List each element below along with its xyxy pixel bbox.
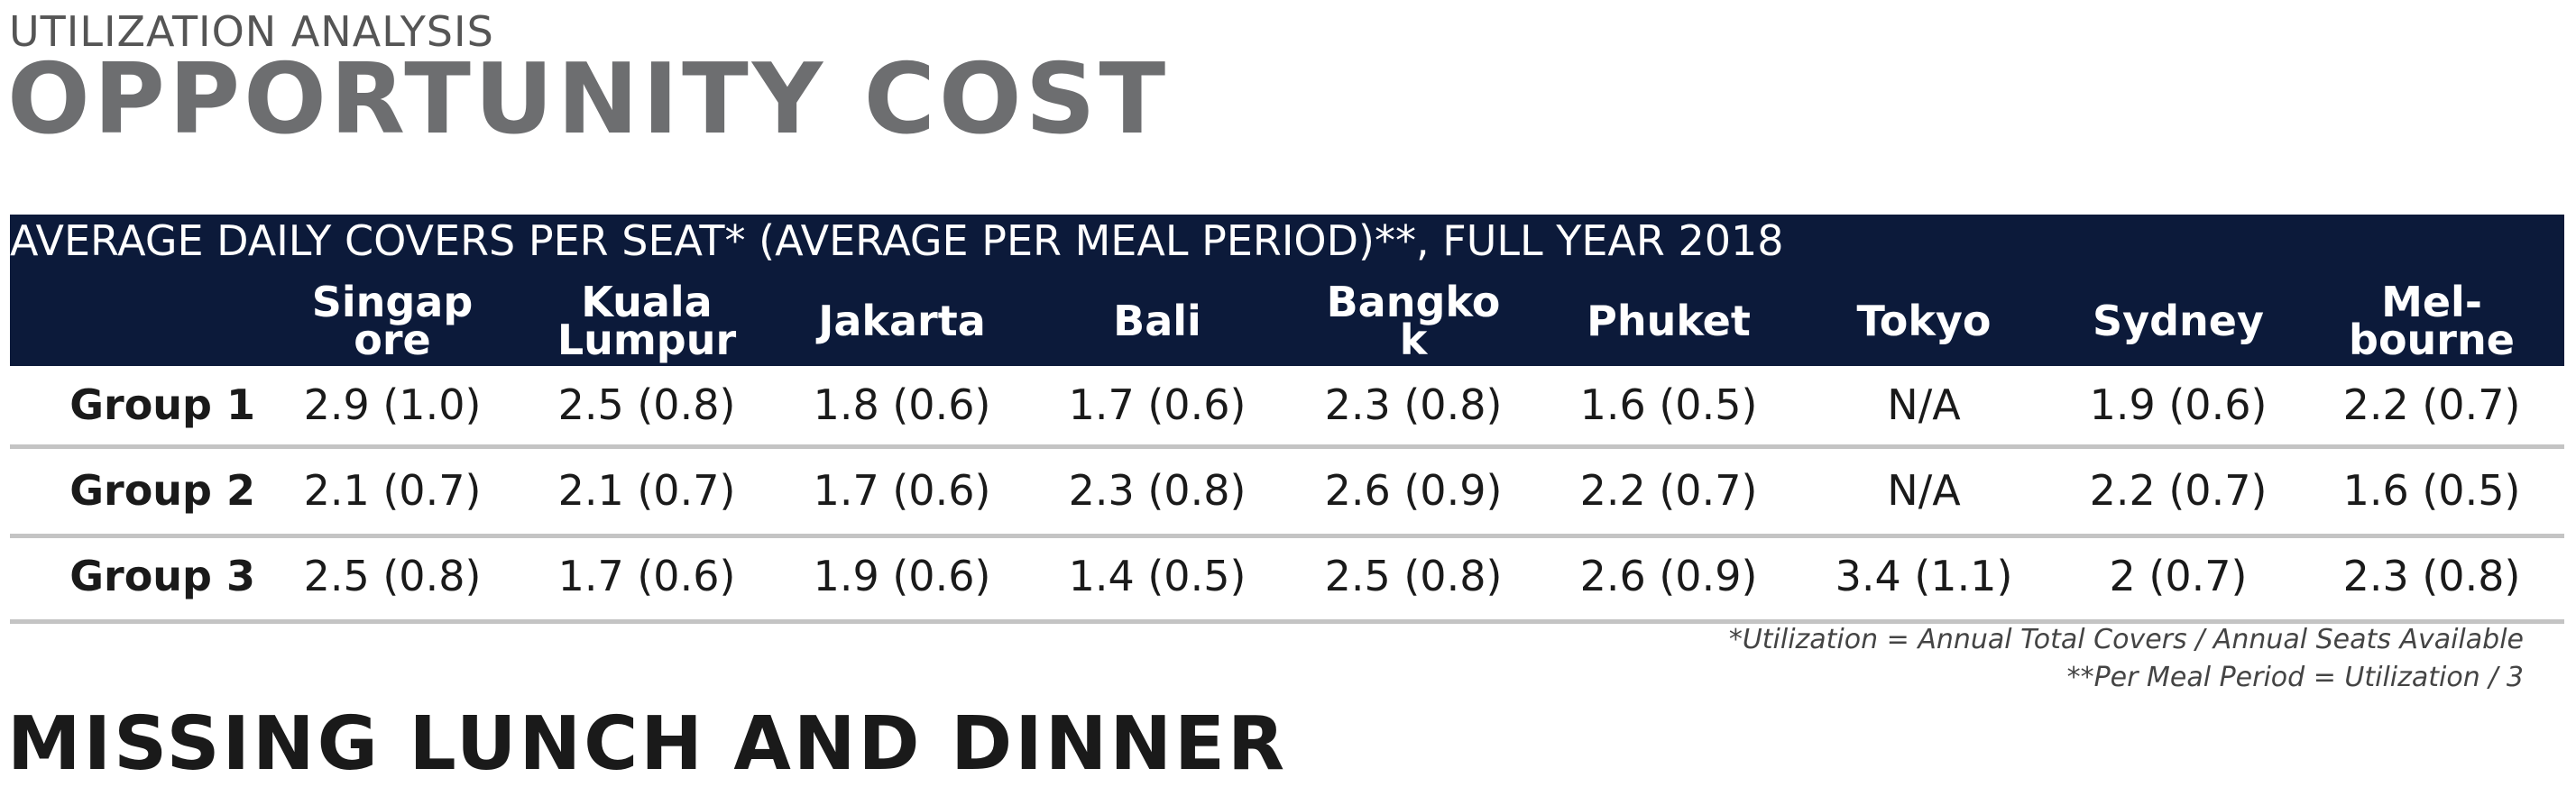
column-header-text: Phuket	[1587, 297, 1751, 345]
table-cell: 1.6 (0.5)	[1579, 380, 1758, 429]
next-section-title: MISSING LUNCH AND DINNER	[7, 701, 1288, 787]
column-header-text: Singapore	[311, 278, 474, 364]
row-label: Group 3	[69, 552, 255, 600]
table-cell: 1.7 (0.6)	[813, 466, 991, 515]
table-cell: 1.6 (0.5)	[2342, 466, 2521, 515]
table-cell: 2 (0.7)	[2109, 552, 2248, 600]
table-cell: 2.3 (0.8)	[1068, 466, 1247, 515]
table-cell: 2.5 (0.8)	[303, 552, 482, 600]
table-cell: 2.5 (0.8)	[557, 380, 736, 429]
column-header: Sydney	[2070, 276, 2286, 366]
row-separator	[10, 444, 2564, 449]
table-cell: 2.5 (0.8)	[1324, 552, 1503, 600]
table-cell: 3.4 (1.1)	[1835, 552, 2013, 600]
footnote: **Per Meal Period = Utilization / 3	[2066, 662, 2524, 693]
column-header: Tokyo	[1816, 276, 2032, 366]
table-cell: N/A	[1887, 380, 1961, 429]
table-cell: N/A	[1887, 466, 1961, 515]
table-cell: 1.7 (0.6)	[557, 552, 736, 600]
column-header-text: Bangkok	[1326, 278, 1501, 364]
column-header: Singapore	[284, 276, 501, 366]
column-header: Mel-bourne	[2323, 276, 2540, 366]
table-cell: 2.6 (0.9)	[1324, 466, 1503, 515]
table-cell: 1.9 (0.6)	[2089, 380, 2268, 429]
footnote: *Utilization = Annual Total Covers / Ann…	[1728, 624, 2524, 655]
table-cell: 2.9 (1.0)	[303, 380, 482, 429]
column-header: Bangkok	[1305, 276, 1522, 366]
column-header-text: Bali	[1113, 297, 1201, 345]
table-cell: 1.4 (0.5)	[1068, 552, 1247, 600]
table-cell: 1.7 (0.6)	[1068, 380, 1247, 429]
table-cell: 2.6 (0.9)	[1579, 552, 1758, 600]
column-header: Jakarta	[794, 276, 1010, 366]
column-header-text: Sydney	[2093, 297, 2264, 345]
column-header: Phuket	[1560, 276, 1777, 366]
subtitle: UTILIZATION ANALYSIS	[9, 7, 494, 56]
row-label: Group 1	[69, 380, 255, 429]
column-header-text: Kuala Lumpur	[557, 278, 737, 364]
row-separator	[10, 534, 2564, 538]
table-cell: 1.8 (0.6)	[813, 380, 991, 429]
table-cell: 2.3 (0.8)	[2342, 552, 2521, 600]
row-separator	[10, 619, 2564, 624]
page: {"header": {"subtitle": "UTILIZATION ANA…	[7, 7, 2564, 787]
column-header: Bali	[1049, 276, 1265, 366]
table-cell: 2.2 (0.7)	[2342, 380, 2521, 429]
table-cell: 2.1 (0.7)	[303, 466, 482, 515]
column-header: Kuala Lumpur	[538, 276, 755, 366]
row-label: Group 2	[69, 466, 255, 515]
table-cell: 1.9 (0.6)	[813, 552, 991, 600]
column-header-text: Mel-bourne	[2349, 278, 2515, 364]
table-cell: 2.1 (0.7)	[557, 466, 736, 515]
title: OPPORTUNITY COST	[7, 43, 1170, 156]
table-caption: AVERAGE DAILY COVERS PER SEAT* (AVERAGE …	[10, 216, 1784, 265]
table-cell: 2.3 (0.8)	[1324, 380, 1503, 429]
column-header-text: Jakarta	[818, 297, 986, 345]
column-header-text: Tokyo	[1856, 297, 1992, 345]
table-cell: 2.2 (0.7)	[2089, 466, 2268, 515]
table-header-band	[10, 215, 2564, 366]
table-cell: 2.2 (0.7)	[1579, 466, 1758, 515]
